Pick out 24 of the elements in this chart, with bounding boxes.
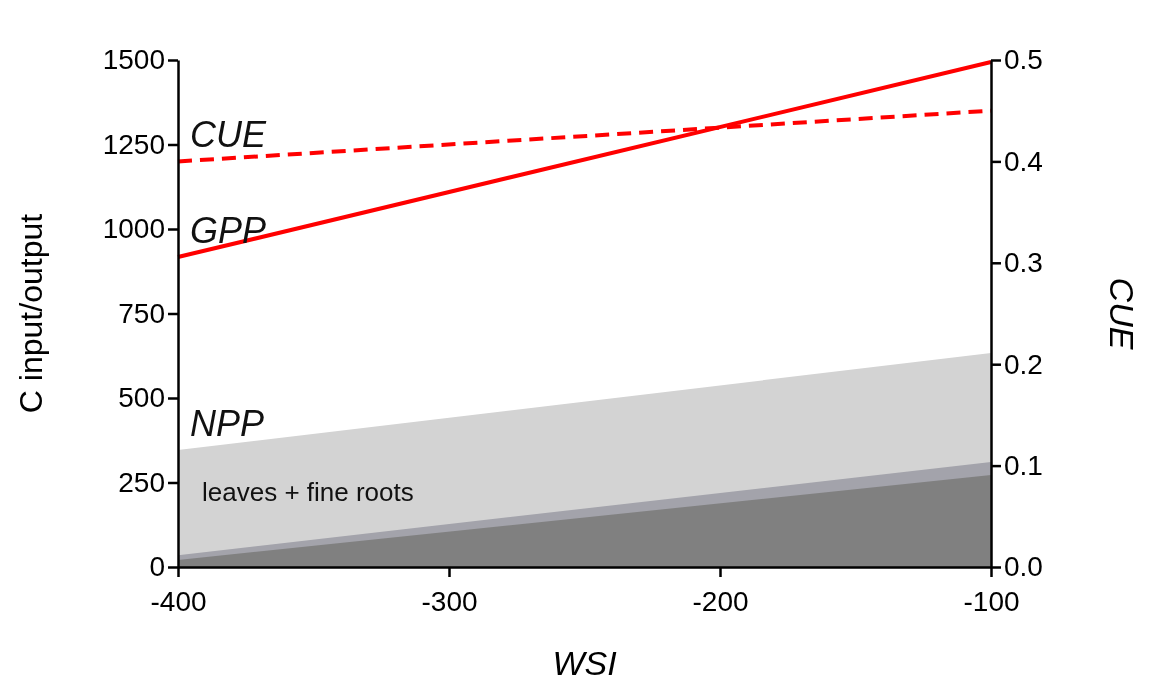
y2-tick-label: 0.3 (1004, 247, 1043, 279)
y2-tick-label: 0.5 (1004, 44, 1043, 76)
y-tick-label: 1500 (102, 44, 165, 76)
x-tick-label: -200 (692, 585, 749, 617)
annotation: leaves + fine roots (202, 477, 414, 507)
x-tick-label: -300 (421, 585, 478, 617)
y-tick-label: 500 (118, 382, 165, 414)
y2-tick-label: 0.1 (1004, 450, 1043, 482)
x-axis-title: WSI (552, 644, 618, 682)
series-label: NPP (190, 403, 265, 445)
y-tick-label: 1000 (102, 213, 165, 245)
y-tick-label: 1250 (102, 128, 165, 160)
x-tick-label: -400 (150, 585, 207, 617)
series-label: GPP (190, 210, 267, 252)
y2-tick-label: 0.0 (1004, 551, 1043, 583)
y-tick-label: 250 (118, 466, 165, 498)
x-tick-label: -100 (963, 585, 1020, 617)
series-label: CUE (190, 114, 267, 156)
y-axis-title: C input/output (13, 213, 49, 414)
y2-tick-label: 0.2 (1004, 348, 1043, 380)
y-tick-label: 750 (118, 297, 165, 329)
y2-tick-label: 0.4 (1004, 145, 1043, 177)
y-tick-label: 0 (149, 551, 165, 583)
y2-axis-title: CUE (1103, 277, 1141, 350)
